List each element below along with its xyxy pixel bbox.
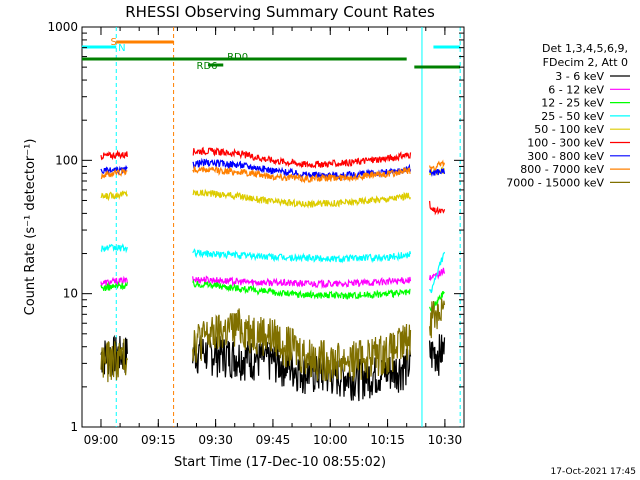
y-axis-label: Count Rate (s⁻¹ detector⁻¹) <box>23 139 38 316</box>
legend-entry-3: 25 - 50 keV <box>541 110 604 123</box>
series-line-5-seg2 <box>429 200 446 216</box>
flag-label-saa: S <box>111 37 117 48</box>
x-tick-label-0: 09:00 <box>84 433 119 447</box>
series-line-1-seg1 <box>192 275 412 290</box>
x-axis-label: Start Time (17-Dec-10 08:55:02) <box>174 455 386 470</box>
series-line-7-seg2 <box>429 159 446 172</box>
series-line-3-seg0 <box>100 243 128 254</box>
flag-label-rd6: RD6 <box>197 61 218 72</box>
series-line-4-seg1 <box>192 188 412 209</box>
series-layer <box>100 146 446 402</box>
legend-entry-8: 7000 - 15000 keV <box>506 176 604 189</box>
flag-layer: SN RD0 RD6 <box>81 37 461 72</box>
legend-entry-7: 800 - 7000 keV <box>520 163 604 176</box>
series-line-0-seg1 <box>192 333 412 402</box>
flag-label-night: N <box>118 43 125 54</box>
series-line-2-seg1 <box>192 279 411 300</box>
legend-entry-5: 100 - 300 keV <box>527 137 604 150</box>
y-tick-label-3: 1000 <box>47 20 78 34</box>
y-tick-label-2: 100 <box>55 153 78 167</box>
series-line-1-seg0 <box>100 275 128 287</box>
x-tick-label-2: 09:30 <box>198 433 233 447</box>
flag-label-rd0: RD0 <box>227 52 248 63</box>
footer-date: 17-Oct-2021 17:45 <box>551 467 636 477</box>
series-line-8-seg0 <box>100 338 128 383</box>
series-line-0-seg2 <box>429 334 446 376</box>
series-line-7-seg1 <box>192 164 411 184</box>
x-axis: 09:00 09:15 09:30 09:45 10:00 10:15 10:30 <box>84 27 465 447</box>
series-line-8-seg1 <box>192 308 412 383</box>
series-line-5-seg0 <box>100 149 128 161</box>
gap-lines <box>115 27 461 427</box>
series-line-6-seg2 <box>429 167 446 178</box>
x-tick-label-4: 10:00 <box>313 433 348 447</box>
series-line-1-seg2 <box>429 267 446 282</box>
series-line-6-seg0 <box>100 164 128 176</box>
legend-entry-0: 3 - 6 keV <box>555 70 604 83</box>
series-line-3-seg2 <box>429 251 446 294</box>
chart-title: RHESSI Observing Summary Count Rates <box>125 3 435 21</box>
x-tick-label-5: 10:15 <box>370 433 405 447</box>
x-tick-label-3: 09:45 <box>256 433 291 447</box>
series-line-8-seg2 <box>429 298 446 339</box>
legend: Det 1,3,4,5,6,9, FDecim 2, Att 0 3 - 6 k… <box>506 42 630 189</box>
legend-entry-1: 6 - 12 keV <box>548 83 604 96</box>
x-tick-label-6: 10:30 <box>428 433 463 447</box>
series-line-3-seg1 <box>192 248 412 264</box>
legend-entry-6: 300 - 800 keV <box>527 150 604 163</box>
legend-header-line2: FDecim 2, Att 0 <box>543 56 628 69</box>
y-axis: 1 10 100 1000 <box>47 20 464 434</box>
legend-header-line1: Det 1,3,4,5,6,9, <box>542 42 628 55</box>
legend-entry-2: 12 - 25 keV <box>541 97 604 110</box>
legend-entry-4: 50 - 100 keV <box>534 123 604 136</box>
series-line-2-seg0 <box>100 281 128 291</box>
series-line-7-seg0 <box>100 168 128 180</box>
y-tick-label-1: 10 <box>63 287 78 301</box>
x-tick-label-1: 09:15 <box>141 433 176 447</box>
y-tick-label-0: 1 <box>70 420 78 434</box>
series-line-4-seg0 <box>100 190 128 202</box>
series-line-5-seg1 <box>192 146 412 169</box>
